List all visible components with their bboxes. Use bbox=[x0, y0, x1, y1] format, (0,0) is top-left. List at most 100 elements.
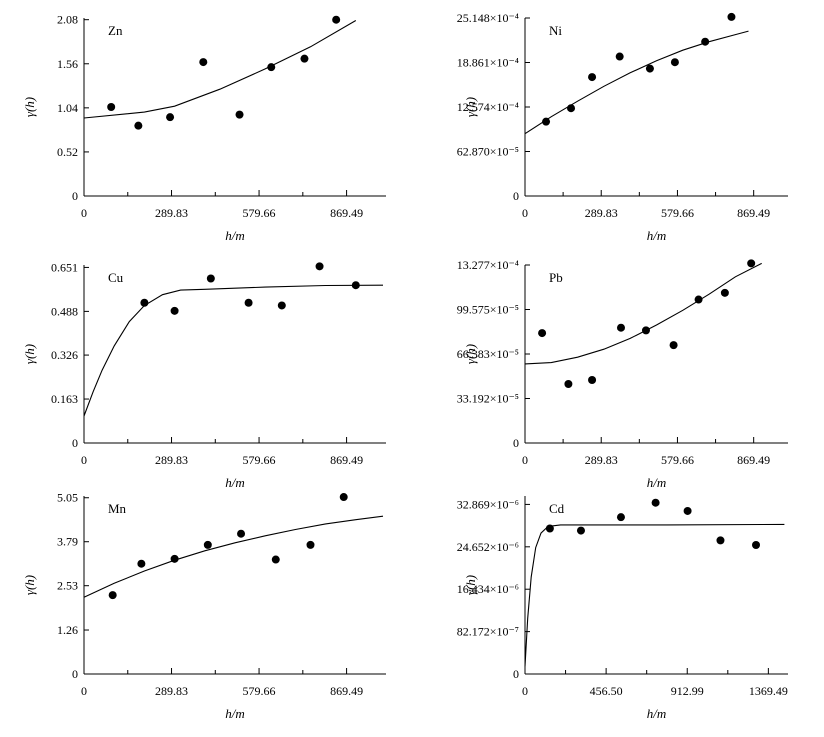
y-tick-label: 0 bbox=[513, 436, 519, 450]
data-point bbox=[616, 323, 625, 332]
data-point bbox=[641, 326, 650, 335]
data-point bbox=[747, 259, 756, 268]
x-axis-title: h/m bbox=[225, 475, 245, 490]
y-tick-label: 0.326 bbox=[51, 348, 78, 362]
y-tick-label: 5.05 bbox=[57, 491, 78, 505]
y-tick-label: 62.870×10⁻⁵ bbox=[457, 145, 519, 159]
data-point bbox=[235, 110, 244, 119]
data-point bbox=[564, 380, 573, 389]
data-point bbox=[567, 104, 576, 113]
x-tick-label: 0 bbox=[522, 206, 528, 220]
x-tick-label: 0 bbox=[522, 684, 528, 698]
model-curve bbox=[83, 284, 384, 417]
data-point bbox=[277, 301, 286, 310]
y-tick-label: 1.56 bbox=[57, 57, 78, 71]
panel-label-mn: Mn bbox=[108, 501, 127, 516]
y-tick-label: 0.163 bbox=[51, 392, 78, 406]
y-axis-title: γ(h) bbox=[22, 344, 37, 364]
x-axis-title: h/m bbox=[647, 475, 667, 490]
data-point bbox=[615, 52, 624, 61]
x-axis-title: h/m bbox=[647, 706, 667, 721]
x-tick-label: 0 bbox=[522, 453, 528, 467]
y-tick-label: 0.651 bbox=[51, 260, 78, 274]
y-tick-label: 16.434×10⁻⁶ bbox=[457, 582, 519, 596]
x-tick-label: 579.66 bbox=[243, 684, 276, 698]
y-tick-label: 1.04 bbox=[57, 101, 78, 115]
model-curve bbox=[83, 20, 357, 119]
data-point bbox=[645, 64, 654, 73]
panel-label-ni: Ni bbox=[549, 23, 562, 38]
data-point bbox=[237, 529, 246, 538]
panel-4: 0 1.26 2.53 3.79 5.05 0 289.83 579.66 869.49 h/m γ… bbox=[22, 491, 386, 721]
data-point bbox=[588, 375, 597, 384]
data-point bbox=[107, 103, 116, 111]
y-axis-title: γ(h) bbox=[22, 575, 37, 595]
data-point bbox=[300, 54, 309, 63]
x-tick-label: 869.49 bbox=[330, 206, 363, 220]
x-tick-label: 0 bbox=[81, 684, 87, 698]
y-tick-label: 99.575×10⁻⁵ bbox=[457, 303, 519, 317]
y-tick-label: 0 bbox=[513, 189, 519, 203]
data-point bbox=[134, 121, 143, 130]
y-axis-title: γ(h) bbox=[463, 575, 478, 595]
x-tick-label: 289.83 bbox=[585, 453, 618, 467]
data-point bbox=[576, 526, 585, 535]
y-tick-label: 3.79 bbox=[57, 535, 78, 549]
data-point bbox=[271, 555, 280, 564]
data-point bbox=[203, 540, 212, 549]
data-point bbox=[206, 274, 215, 283]
panel-label-cu: Cu bbox=[108, 270, 124, 285]
model-curve bbox=[524, 30, 749, 135]
panel-1: 0 62.870×10⁻⁵ 12.574×10⁻⁴ 18.861×10⁻⁴ 25.148… bbox=[457, 11, 788, 243]
y-tick-label: 66.383×10⁻⁵ bbox=[457, 347, 519, 361]
panel-label-cd: Cd bbox=[549, 501, 565, 516]
data-point bbox=[538, 329, 547, 338]
data-point bbox=[720, 288, 729, 297]
data-point bbox=[727, 12, 736, 21]
data-point bbox=[332, 15, 341, 24]
data-point bbox=[170, 306, 179, 315]
x-tick-label: 289.83 bbox=[155, 453, 188, 467]
x-tick-label: 912.99 bbox=[671, 684, 704, 698]
x-axis-title: h/m bbox=[647, 228, 667, 243]
x-tick-label: 869.49 bbox=[330, 684, 363, 698]
y-tick-label: 0 bbox=[72, 667, 78, 681]
panel-0: 0 0.52 1.04 1.56 2.08 0 289.83 579.66 869.49 h/m γ… bbox=[22, 13, 386, 243]
x-tick-label: 579.66 bbox=[661, 206, 694, 220]
data-point bbox=[701, 37, 710, 46]
data-point bbox=[108, 591, 117, 600]
panel-3: 0 33.192×10⁻⁵ 66.383×10⁻⁵ 99.575×10⁻⁵ 13.277… bbox=[457, 258, 788, 490]
x-tick-label: 0 bbox=[81, 453, 87, 467]
data-point bbox=[170, 554, 179, 563]
y-tick-label: 0 bbox=[513, 667, 519, 681]
data-point bbox=[244, 298, 253, 307]
y-tick-label: 12.574×10⁻⁴ bbox=[457, 100, 519, 114]
data-point bbox=[694, 295, 703, 304]
x-tick-label: 456.50 bbox=[590, 684, 623, 698]
data-point bbox=[651, 498, 660, 507]
data-point bbox=[267, 63, 276, 72]
data-point bbox=[716, 536, 725, 545]
x-tick-label: 289.83 bbox=[155, 206, 188, 220]
y-axis-title: γ(h) bbox=[22, 97, 37, 117]
data-point bbox=[683, 506, 692, 515]
data-point bbox=[140, 298, 149, 307]
data-point bbox=[545, 524, 554, 533]
x-tick-label: 0 bbox=[81, 206, 87, 220]
data-point bbox=[588, 73, 597, 82]
x-tick-label: 579.66 bbox=[661, 453, 694, 467]
data-point bbox=[339, 493, 348, 502]
panel-label-pb: Pb bbox=[549, 270, 563, 285]
y-tick-label: 82.172×10⁻⁷ bbox=[457, 625, 519, 639]
y-tick-label: 2.08 bbox=[57, 13, 78, 27]
y-tick-label: 2.53 bbox=[57, 579, 78, 593]
y-tick-label: 32.869×10⁻⁶ bbox=[457, 497, 519, 511]
x-tick-label: 579.66 bbox=[243, 206, 276, 220]
x-axis-title: h/m bbox=[225, 706, 245, 721]
data-point bbox=[752, 541, 761, 550]
x-tick-label: 579.66 bbox=[243, 453, 276, 467]
data-point bbox=[669, 341, 678, 350]
x-tick-label: 869.49 bbox=[737, 453, 770, 467]
y-tick-label: 25.148×10⁻⁴ bbox=[457, 11, 519, 25]
